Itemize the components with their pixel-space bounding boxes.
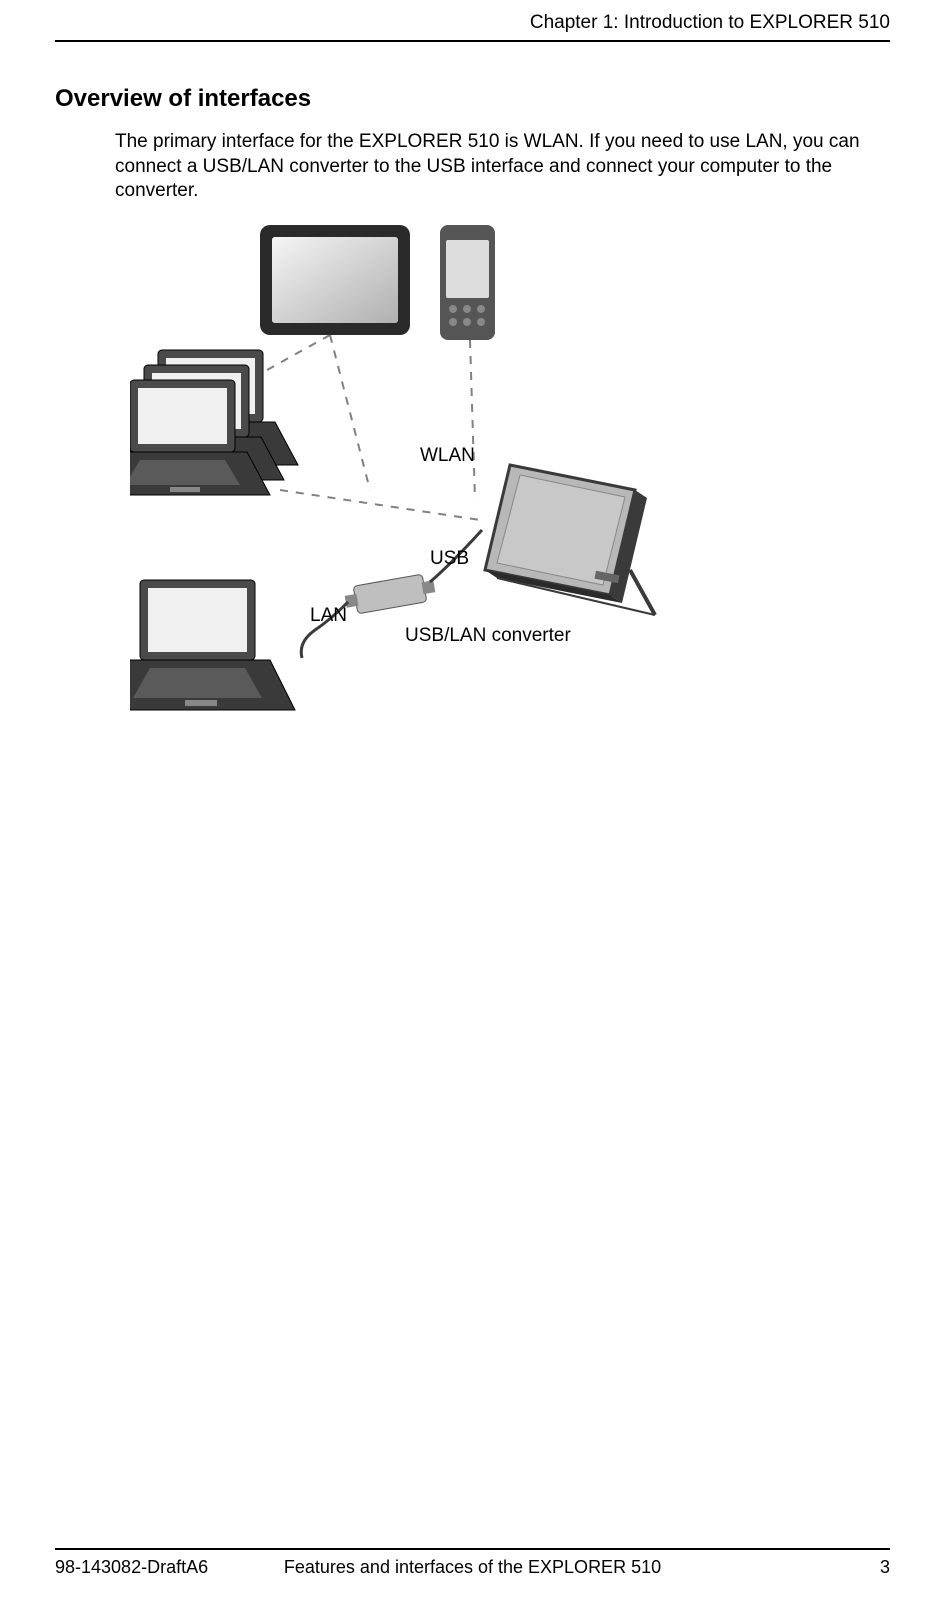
- label-lan: LAN: [310, 605, 347, 627]
- interfaces-diagram: WLAN USB LAN USB/LAN converter: [130, 210, 750, 770]
- footer-page-number: 3: [880, 1557, 890, 1578]
- footer-rule: [55, 1548, 890, 1550]
- explorer-device-icon: [485, 465, 655, 615]
- page: Chapter 1: Introduction to EXPLORER 510 …: [0, 0, 945, 1598]
- body-paragraph: The primary interface for the EXPLORER 5…: [115, 130, 890, 204]
- laptops-wlan-icon: [130, 350, 298, 495]
- chapter-title: Chapter 1: Introduction to EXPLORER 510: [530, 12, 890, 34]
- laptop-lan-icon: [130, 580, 295, 710]
- section-heading: Overview of interfaces: [55, 85, 311, 113]
- label-usb: USB: [430, 548, 469, 570]
- label-converter: USB/LAN converter: [405, 625, 571, 647]
- header-rule: [55, 40, 890, 42]
- diagram-svg: [130, 210, 750, 770]
- label-wlan: WLAN: [420, 445, 475, 467]
- tablet-icon: [260, 225, 410, 335]
- footer-section-title: Features and interfaces of the EXPLORER …: [0, 1557, 945, 1578]
- phone-icon: [440, 225, 495, 340]
- usb-lan-converter-icon: [343, 572, 436, 615]
